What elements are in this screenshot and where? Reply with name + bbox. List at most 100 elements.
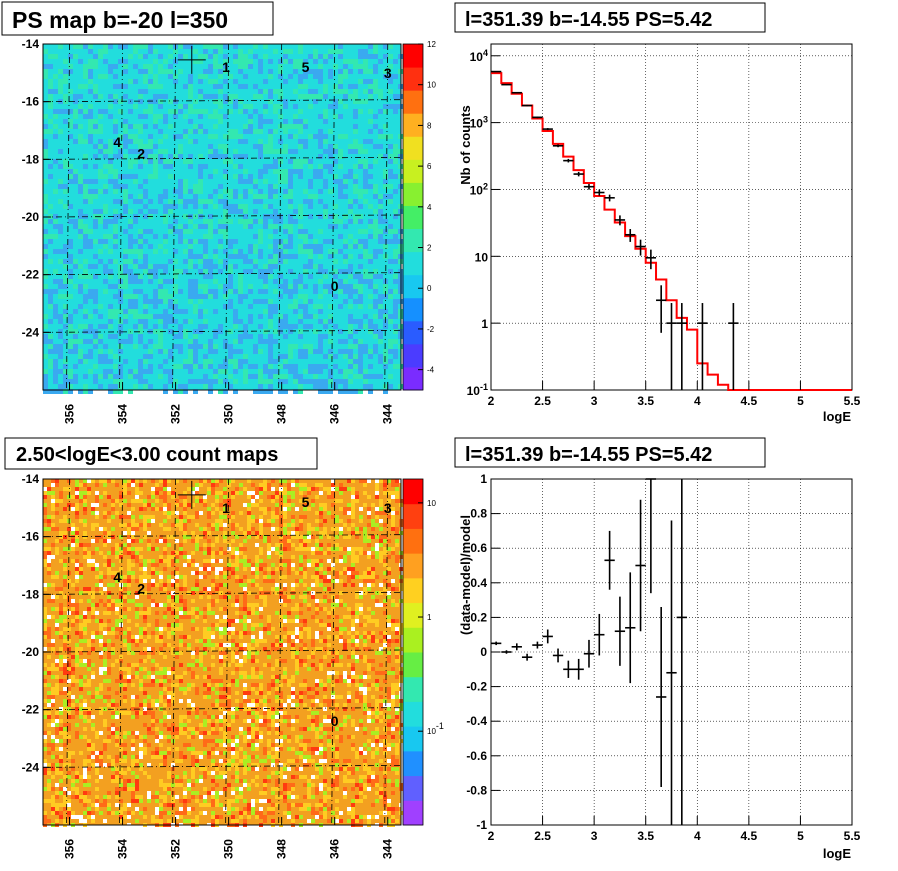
residual-point (491, 641, 502, 646)
spectrum-title: l=351.39 b=-14.55 PS=5.42 (465, 9, 712, 31)
colorbar-tick-label: 4 (427, 203, 432, 212)
y-tick-label: -22 (22, 268, 40, 282)
count-map-grid (42, 478, 402, 826)
ps-map-ticks: 356 354 352 350 348 346 344-14-16-18-20-22-24 (22, 37, 395, 424)
source-label: 5 (302, 494, 310, 510)
x-tick-label: 344 (381, 839, 395, 859)
residual-title-box (454, 437, 766, 468)
y-tick-label: -14 (22, 472, 40, 486)
x-tick-label: 346 (328, 404, 342, 424)
colorbar-tick-label: 10-1 (427, 721, 444, 736)
y-tick-label: 1 (481, 317, 488, 331)
y-tick-label: -24 (22, 325, 40, 339)
x-tick-label: 3.5 (637, 394, 654, 408)
x-tick-label: 352 (169, 404, 183, 424)
ps-map-title-box (1, 1, 274, 36)
x-tick-label: 4.5 (741, 829, 758, 843)
x-tick-label: 350 (222, 404, 236, 424)
data-point (542, 128, 553, 131)
spectrum-model (491, 72, 852, 391)
residual-point (676, 479, 687, 825)
residual-panel: 2 2.5 3 3.5 4 4.5 5 5.5 -1 -0.8 -0.6 -0.4 -0.2 0 0.2 0.… (454, 437, 861, 861)
y-tick-label: 1 (480, 472, 487, 486)
residual-point (635, 499, 646, 632)
source-label: 3 (384, 65, 392, 81)
x-tick-label: 344 (381, 404, 395, 424)
x-tick-label: 346 (328, 839, 342, 859)
data-point (645, 249, 657, 270)
data-point (614, 215, 626, 226)
spectrum-title-box (454, 2, 766, 33)
y-tick-label: -20 (22, 645, 40, 659)
data-point (676, 303, 687, 390)
data-point (563, 158, 574, 163)
y-tick-label: 10-1 (467, 382, 488, 398)
data-point (728, 303, 739, 390)
x-tick-label: 356 (63, 404, 77, 424)
data-point (491, 70, 502, 73)
data-point (604, 194, 615, 202)
data-point (697, 303, 708, 390)
data-point (532, 116, 543, 119)
data-point (511, 91, 522, 94)
residual-point (501, 650, 512, 654)
count-map-ticks: 356 354 352 350 348 346 344-14-16-18-20-22-24 (22, 472, 395, 859)
x-tick-label: 356 (63, 839, 77, 859)
spectrum-data (491, 70, 739, 390)
colorbar-tick-label: 2 (427, 244, 432, 253)
colorbar-tick-label: 0 (427, 284, 432, 293)
count-map-cells (43, 479, 403, 827)
x-tick-label: 354 (116, 839, 130, 859)
ps-map-cells (43, 44, 403, 394)
residual-point (542, 629, 553, 644)
residual-point (552, 648, 564, 663)
data-point (573, 171, 584, 177)
y-tick-label: -24 (22, 760, 40, 774)
x-tick-label: 5.5 (844, 829, 861, 843)
colorbar-tick-label: 10 (427, 499, 436, 508)
data-point (635, 239, 646, 256)
spectrum-ylabel: Nb of counts (458, 105, 473, 184)
spectrum-panel: 2 2.5 3 3.5 4 4.5 5 5.5 10-1 1 10 102 103 104 logE Nb… (454, 2, 861, 424)
x-tick-label: 2.5 (534, 394, 551, 408)
x-tick-label: 5 (797, 829, 804, 843)
data-point (501, 83, 512, 86)
y-tick-label: 0.6 (470, 541, 487, 555)
model-histogram (491, 72, 852, 391)
y-tick-label: 0.8 (470, 507, 487, 521)
x-tick-label: 348 (275, 839, 289, 859)
y-tick-label: 0.4 (470, 576, 487, 590)
residual-point (532, 641, 543, 649)
x-tick-label: 348 (275, 404, 289, 424)
residual-point (573, 658, 584, 680)
source-label: 4 (113, 569, 121, 585)
residual-xlabel: logE (823, 846, 851, 861)
residual-data (491, 478, 687, 825)
colorbar-tick-label: -2 (427, 325, 435, 334)
data-point (583, 184, 595, 190)
count-map-panel: 1 5 3 42 0 356 354 352 350 348 346 344 -14 -16 -18 -20… (4, 437, 444, 859)
data-point (656, 285, 667, 333)
residual-point (511, 643, 522, 651)
residual-point (666, 520, 677, 825)
y-tick-label: -0.6 (466, 749, 487, 763)
x-tick-label: 350 (222, 839, 236, 859)
residual-point (645, 478, 657, 594)
spectrum-xlabel: logE (823, 409, 851, 424)
y-tick-label: -16 (22, 530, 40, 544)
source-label: 3 (384, 500, 392, 516)
source-label: 2 (137, 146, 145, 162)
x-tick-label: 3 (591, 394, 598, 408)
colorbar-tick-label: 12 (427, 40, 436, 49)
y-tick-label: -0.2 (466, 680, 487, 694)
x-tick-label: 5.5 (844, 394, 861, 408)
residual-point (614, 596, 626, 666)
y-tick-label: -18 (22, 587, 40, 601)
colorbar-tick-label: -4 (427, 366, 435, 375)
count-map-title: 2.50<logE<3.00 count maps (16, 444, 278, 466)
y-tick-label: -14 (22, 37, 40, 51)
source-label: 5 (302, 59, 310, 75)
spectrum-grid (491, 44, 852, 390)
ps-map-grid (42, 43, 402, 391)
y-tick-label: 103 (470, 115, 488, 131)
